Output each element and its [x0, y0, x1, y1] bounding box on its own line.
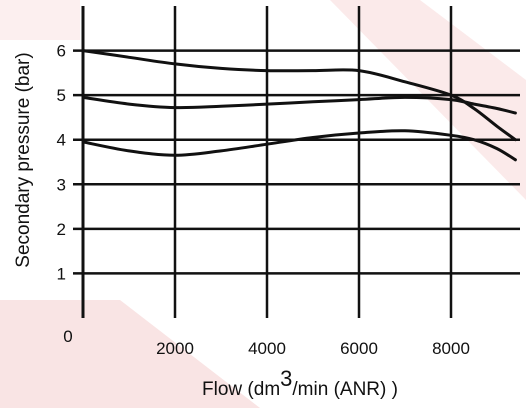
x-axis-title-suffix: /min (ANR) ) — [292, 379, 398, 400]
x-tick-label: 4000 — [248, 339, 286, 358]
series-line-3 — [81, 129, 517, 162]
series-line-2 — [81, 95, 517, 115]
y-tick-label: 6 — [57, 42, 66, 61]
x-tick-label: 2000 — [156, 339, 194, 358]
x-tick-labels: 2000 4000 6000 8000 — [156, 339, 470, 358]
y-tick-label: 5 — [57, 86, 66, 105]
series-group — [81, 49, 517, 162]
watermark-shape-top — [0, 0, 80, 40]
y-tick-label: 1 — [57, 264, 66, 283]
x-axis-title-prefix: Flow (dm — [202, 379, 280, 400]
x-axis-title-superscript: 3 — [280, 366, 292, 391]
watermark-shape-left — [0, 300, 260, 408]
x-tick-label: 6000 — [340, 339, 378, 358]
x-axis-title: Flow (dm3/min (ANR) ) — [202, 366, 398, 400]
x-tick-label: 8000 — [432, 339, 470, 358]
y-tick-label: 3 — [57, 175, 66, 194]
y-tick-label: 4 — [57, 131, 66, 150]
y-axis-title: Secondary pressure (bar) — [13, 52, 34, 267]
y-tick-labels: 1 2 3 4 5 6 — [57, 42, 66, 284]
origin-label: 0 — [63, 327, 72, 346]
y-tick-label: 2 — [57, 220, 66, 239]
series-line-1 — [81, 49, 517, 142]
